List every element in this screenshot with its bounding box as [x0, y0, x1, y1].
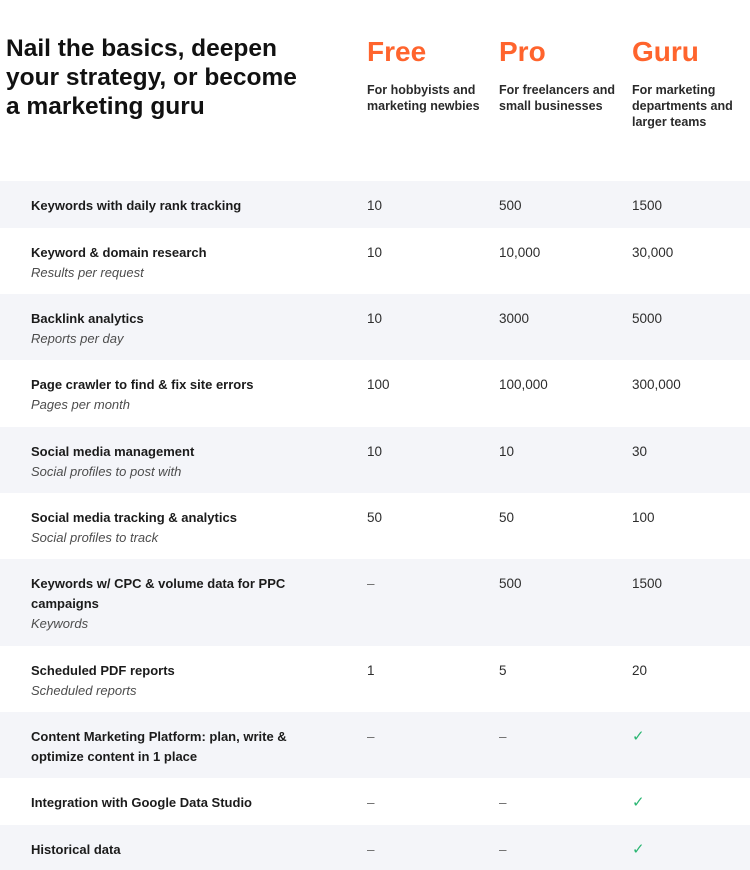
guru-value: 20 [632, 663, 648, 678]
feature-cell: Social media tracking & analytics Social… [31, 508, 331, 548]
feature-title: Page crawler to find & fix site errors [31, 377, 254, 392]
table-row: Historical data – – ✓ [0, 825, 750, 870]
feature-cell: Integration with Google Data Studio [31, 793, 331, 813]
feature-cell: Backlink analytics Reports per day [31, 309, 331, 349]
feature-title: Social media tracking & analytics [31, 510, 237, 525]
feature-title: Content Marketing Platform: plan, write … [31, 729, 287, 764]
guru-check-icon: ✓ [632, 794, 645, 811]
plan-name-pro: Pro [499, 36, 546, 67]
plan-free-column-header: Free For hobbyists and marketing newbies [367, 36, 487, 114]
free-value: 50 [367, 510, 383, 525]
plan-name-guru: Guru [632, 36, 699, 67]
table-row: Social media tracking & analytics Social… [0, 493, 750, 559]
feature-subtitle: Results per request [31, 265, 144, 280]
plan-name-free: Free [367, 36, 427, 67]
table-row: Keywords with daily rank tracking 10 500… [0, 181, 750, 228]
feature-title: Keywords w/ CPC & volume data for PPC ca… [31, 576, 286, 611]
pro-value: 10 [499, 444, 515, 459]
feature-subtitle: Social profiles to track [31, 530, 159, 545]
guru-value: 100 [632, 510, 655, 525]
table-row: Keyword & domain research Results per re… [0, 228, 750, 294]
feature-cell: Page crawler to find & fix site errors P… [31, 375, 331, 415]
feature-cell: Scheduled PDF reports Scheduled reports [31, 661, 331, 701]
table-row: Keywords w/ CPC & volume data for PPC ca… [0, 559, 750, 646]
feature-title: Social media management [31, 444, 195, 459]
guru-value: 300,000 [632, 377, 681, 392]
guru-value: 1500 [632, 198, 663, 213]
pro-value: 500 [499, 576, 522, 591]
table-row: Page crawler to find & fix site errors P… [0, 360, 750, 427]
pro-value: 3000 [499, 311, 530, 326]
feature-title: Historical data [31, 842, 121, 857]
feature-subtitle: Pages per month [31, 397, 131, 412]
guru-check-icon: ✓ [632, 841, 645, 858]
free-value: 1 [367, 663, 375, 678]
guru-value: 30 [632, 444, 648, 459]
feature-subtitle: Keywords [31, 616, 89, 631]
table-row: Scheduled PDF reports Scheduled reports … [0, 646, 750, 712]
plan-pro-column-header: Pro For freelancers and small businesses [499, 36, 619, 114]
pro-value: 5 [499, 663, 507, 678]
feature-cell: Keywords w/ CPC & volume data for PPC ca… [31, 574, 311, 634]
free-value: – [367, 842, 375, 857]
page-title: Nail the basics, deepen your strategy, o… [6, 35, 297, 120]
feature-title: Integration with Google Data Studio [31, 795, 252, 810]
table-row: Content Marketing Platform: plan, write … [0, 712, 750, 778]
pro-value: – [499, 842, 507, 857]
feature-title: Keywords with daily rank tracking [31, 198, 242, 213]
feature-title: Keyword & domain research [31, 245, 207, 260]
table-row: Integration with Google Data Studio – – … [0, 778, 750, 825]
free-value: 10 [367, 311, 383, 326]
feature-title: Scheduled PDF reports [31, 663, 175, 678]
feature-comparison-table: Keywords with daily rank tracking 10 500… [0, 181, 750, 870]
pro-value: – [499, 729, 507, 744]
feature-cell: Keyword & domain research Results per re… [31, 243, 331, 283]
plan-description-free: For hobbyists and marketing newbies [367, 83, 480, 113]
free-value: – [367, 795, 375, 810]
table-row: Social media management Social profiles … [0, 427, 750, 493]
feature-cell: Content Marketing Platform: plan, write … [31, 727, 311, 767]
guru-value: 1500 [632, 576, 663, 591]
plan-description-guru: For marketing departments and larger tea… [632, 83, 733, 129]
plan-description-pro: For freelancers and small businesses [499, 83, 616, 113]
pro-value: 500 [499, 198, 522, 213]
feature-subtitle: Reports per day [31, 331, 124, 346]
feature-cell: Social media management Social profiles … [31, 442, 331, 482]
free-value: 10 [367, 245, 383, 260]
pro-value: 100,000 [499, 377, 548, 392]
free-value: 10 [367, 444, 383, 459]
pro-value: 10,000 [499, 245, 541, 260]
feature-title: Backlink analytics [31, 311, 144, 326]
feature-subtitle: Social profiles to post with [31, 464, 182, 479]
guru-value: 5000 [632, 311, 663, 326]
free-value: 100 [367, 377, 390, 392]
guru-check-icon: ✓ [632, 728, 645, 745]
feature-subtitle: Scheduled reports [31, 683, 137, 698]
free-value: 10 [367, 198, 383, 213]
plan-guru-column-header: Guru For marketing departments and large… [632, 36, 747, 130]
pro-value: 50 [499, 510, 515, 525]
table-row: Backlink analytics Reports per day 10 30… [0, 294, 750, 360]
free-value: – [367, 729, 375, 744]
free-value: – [367, 576, 375, 591]
pro-value: – [499, 795, 507, 810]
pricing-header: Nail the basics, deepen your strategy, o… [0, 0, 750, 180]
feature-cell: Historical data [31, 840, 331, 860]
guru-value: 30,000 [632, 245, 674, 260]
feature-cell: Keywords with daily rank tracking [31, 196, 331, 216]
